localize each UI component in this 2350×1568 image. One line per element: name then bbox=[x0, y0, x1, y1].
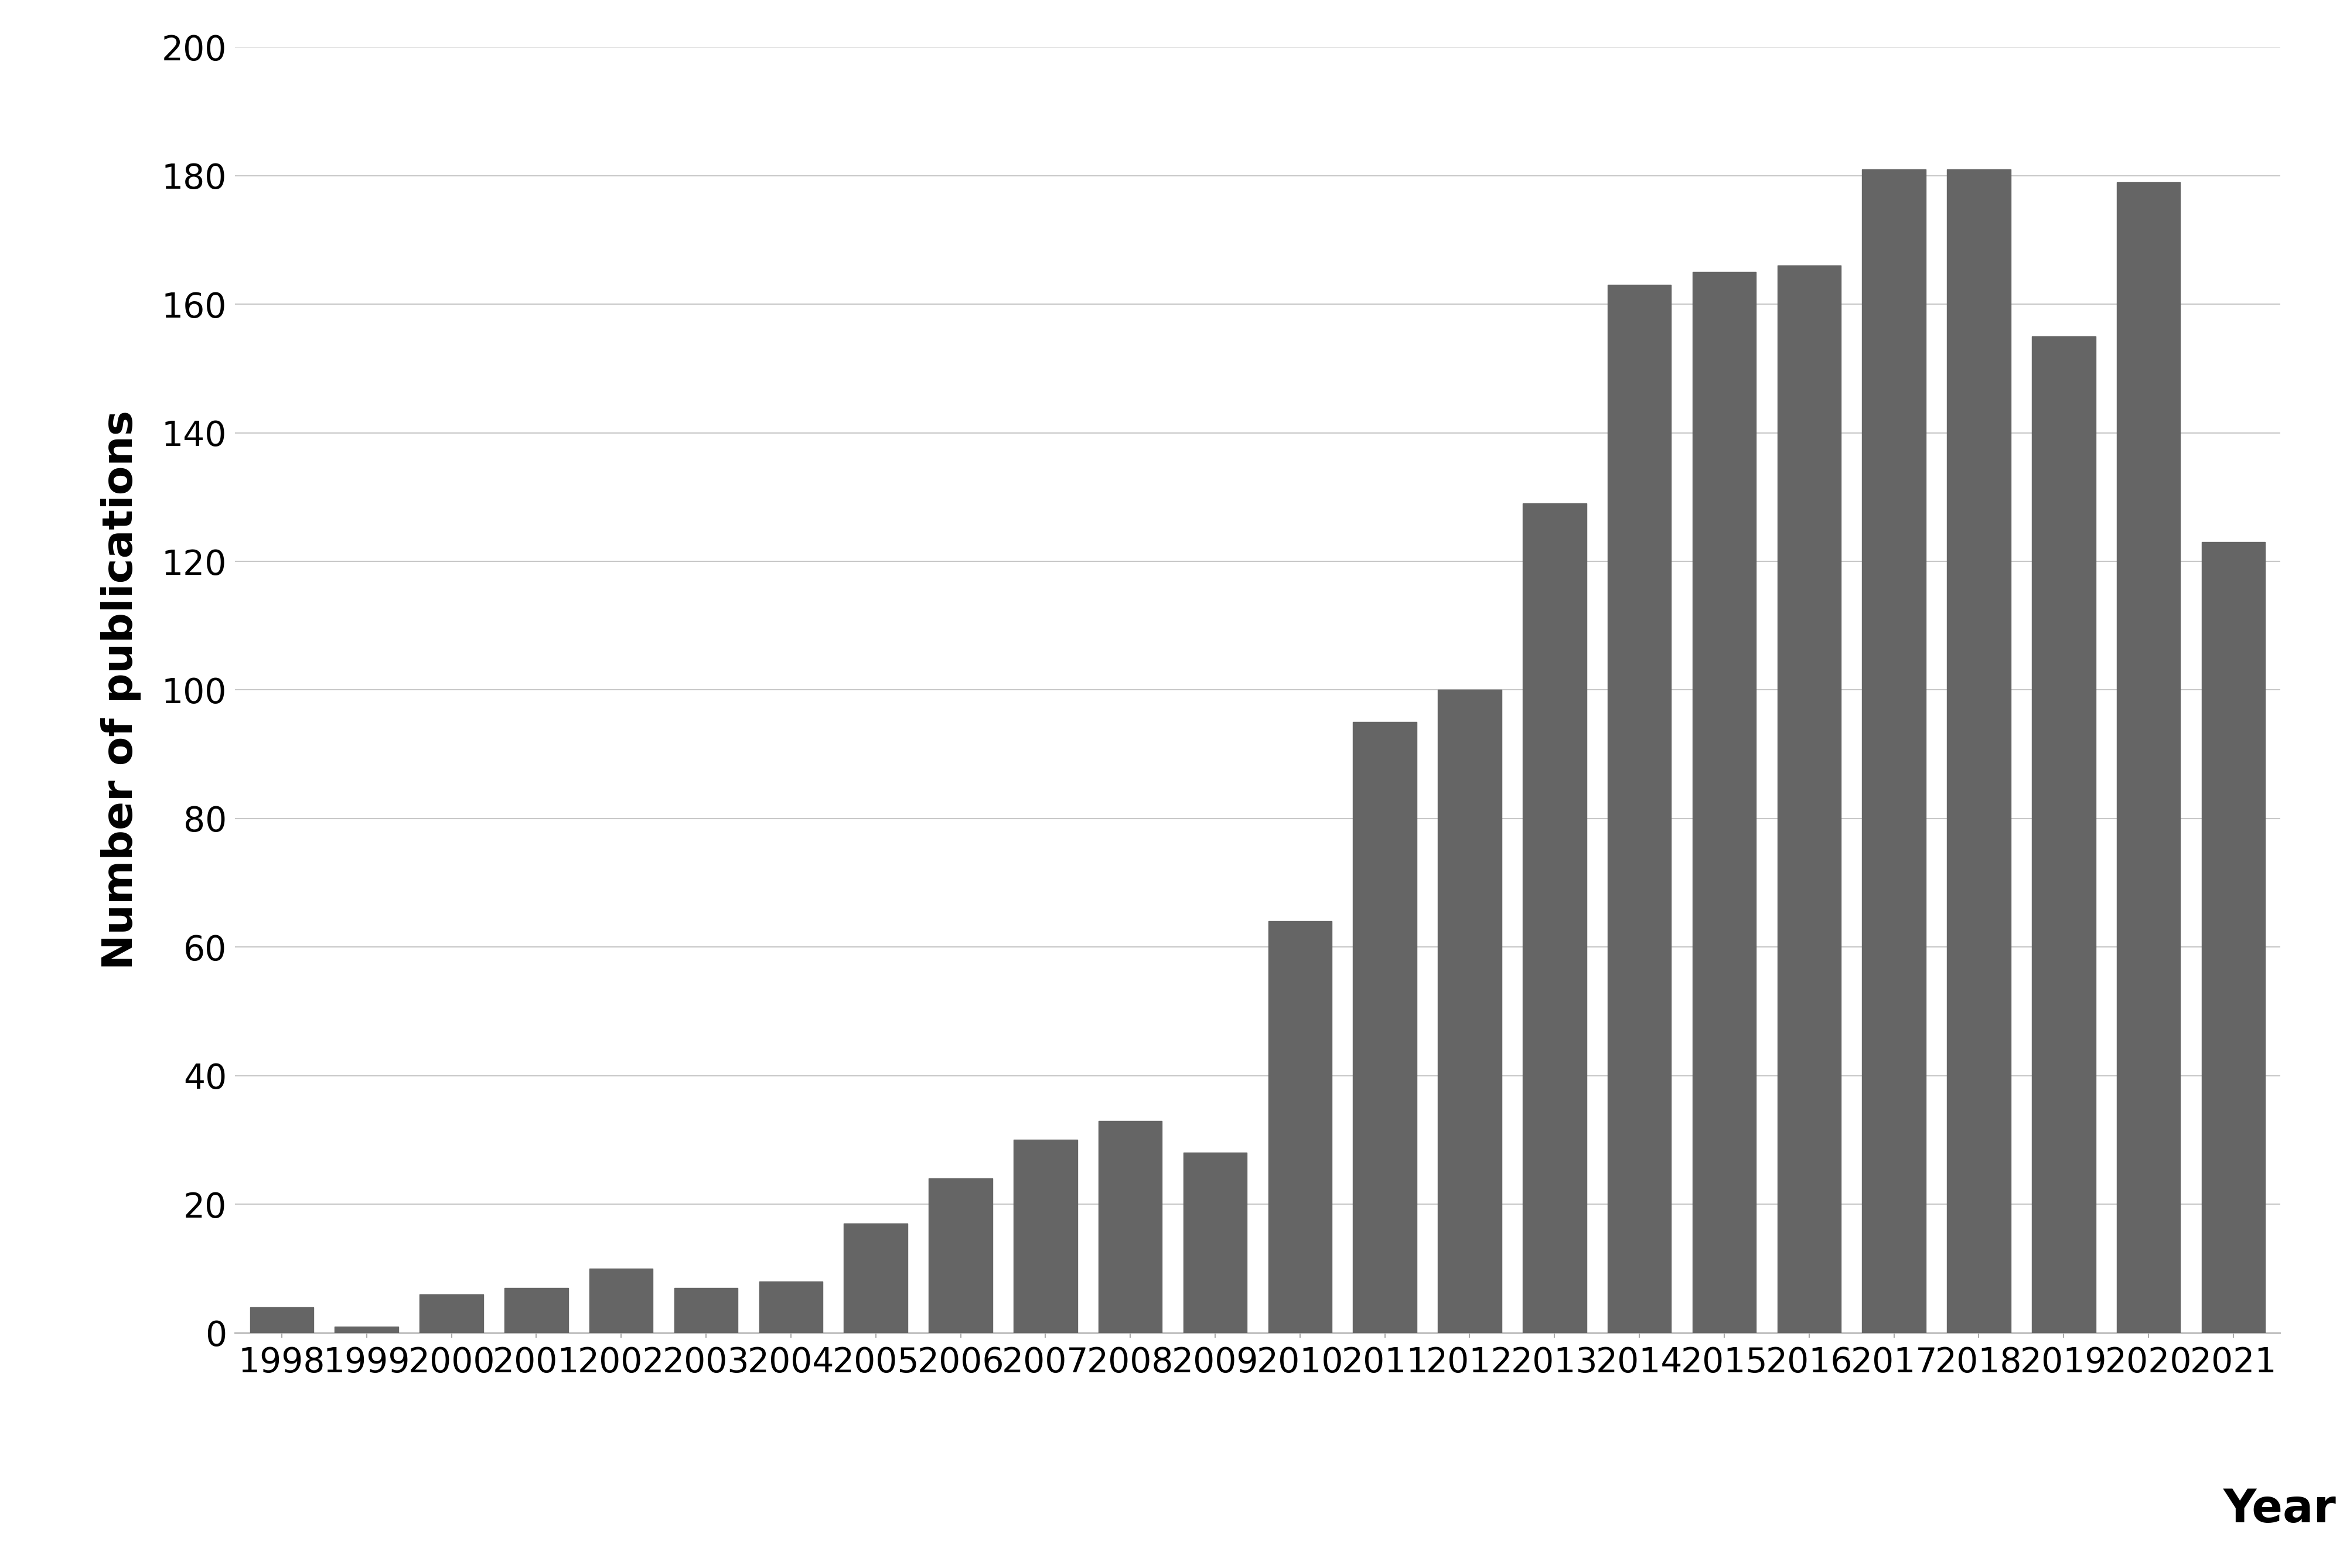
Bar bbox=[1354, 721, 1417, 1333]
Bar bbox=[1013, 1140, 1076, 1333]
Bar bbox=[928, 1179, 992, 1333]
Bar bbox=[1182, 1152, 1246, 1333]
Bar bbox=[1946, 169, 2009, 1333]
X-axis label: Year: Year bbox=[2223, 1486, 2336, 1532]
Bar bbox=[421, 1294, 484, 1333]
Bar bbox=[2030, 337, 2094, 1333]
Bar bbox=[674, 1287, 738, 1333]
Bar bbox=[1607, 285, 1671, 1333]
Bar bbox=[249, 1308, 313, 1333]
Bar bbox=[1692, 273, 1755, 1333]
Bar bbox=[1438, 690, 1502, 1333]
Bar bbox=[1523, 503, 1586, 1333]
Bar bbox=[2202, 543, 2265, 1333]
Bar bbox=[2117, 182, 2181, 1333]
Bar bbox=[505, 1287, 569, 1333]
Bar bbox=[844, 1223, 907, 1333]
Bar bbox=[759, 1281, 822, 1333]
Bar bbox=[1777, 265, 1840, 1333]
Bar bbox=[334, 1327, 397, 1333]
Bar bbox=[1097, 1121, 1161, 1333]
Bar bbox=[1269, 922, 1332, 1333]
Bar bbox=[1861, 169, 1925, 1333]
Bar bbox=[590, 1269, 653, 1333]
Y-axis label: Number of publications: Number of publications bbox=[101, 411, 141, 969]
